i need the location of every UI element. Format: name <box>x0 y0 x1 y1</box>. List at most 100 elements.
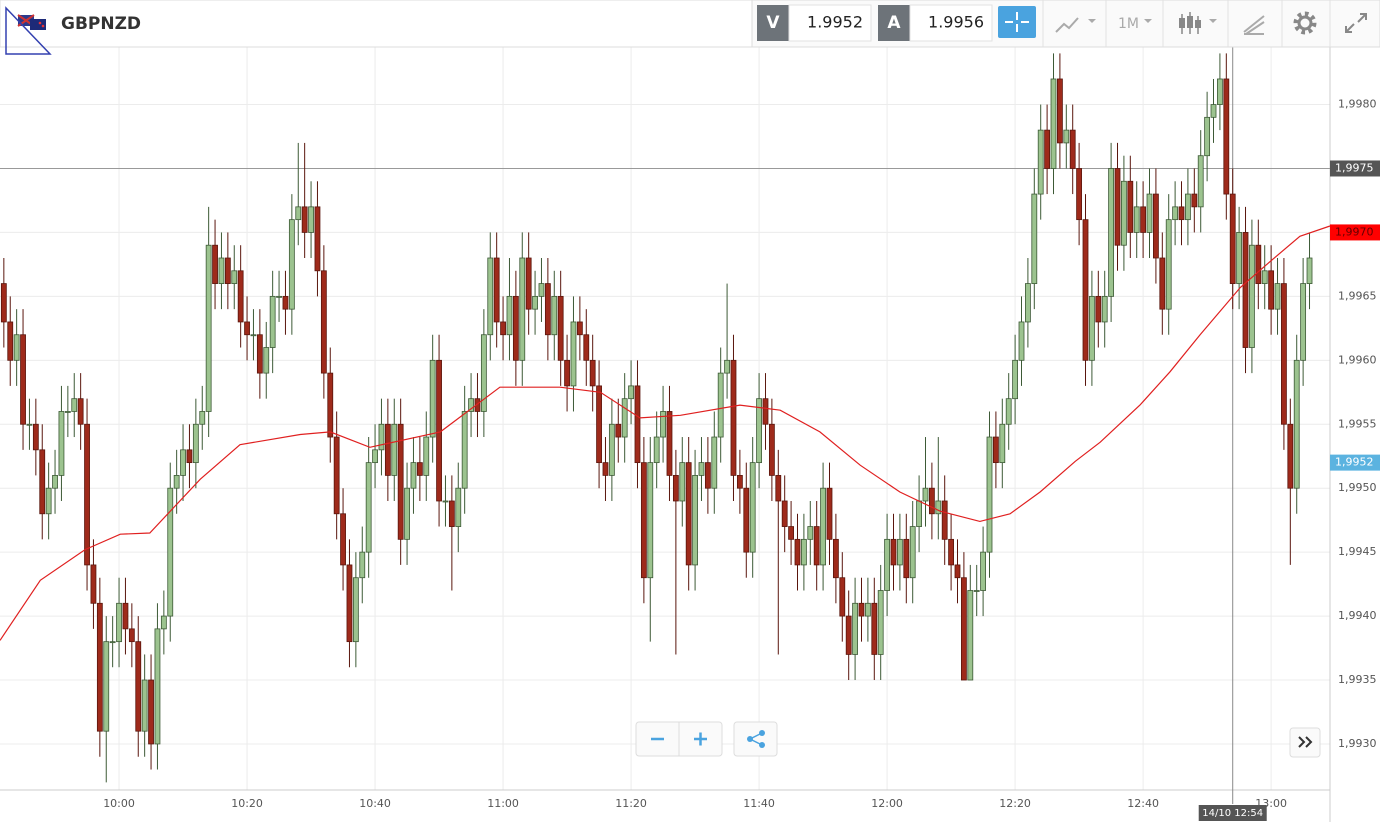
candle-body <box>1057 78 1063 144</box>
candle-body <box>877 590 884 655</box>
candle-body <box>685 462 692 566</box>
candle-body <box>1025 283 1031 323</box>
candle-body <box>1268 270 1275 310</box>
candle-body <box>1242 232 1249 348</box>
last-price-marker-label: 1,9952 <box>1335 456 1374 469</box>
dropdown-arrow <box>1144 19 1152 23</box>
candle-body <box>1249 244 1255 348</box>
y-tick-label: 1,9940 <box>1338 609 1377 622</box>
y-tick-label: 1,9930 <box>1338 737 1377 750</box>
x-tick-label: 10:00 <box>103 797 135 810</box>
candle-body <box>461 411 468 489</box>
candle-body <box>909 526 916 579</box>
candle-body <box>1197 155 1204 208</box>
candle-body <box>544 283 551 336</box>
candle-body <box>1108 168 1115 297</box>
crosshair-button[interactable] <box>998 6 1036 38</box>
candle-body <box>813 526 820 566</box>
candle-body <box>986 436 993 553</box>
candle-body <box>39 449 46 515</box>
candle-body <box>896 538 903 566</box>
candle-body <box>1223 78 1230 195</box>
sell-button[interactable] <box>757 5 789 41</box>
last-price-marker-box <box>1330 454 1380 471</box>
candle-body <box>807 526 814 540</box>
candle-body <box>756 398 762 464</box>
candle-body <box>724 359 730 374</box>
candle-body <box>154 628 161 745</box>
candle-body <box>1217 78 1223 105</box>
candle-body <box>973 590 980 592</box>
settings-button[interactable] <box>1293 11 1317 35</box>
candle-body <box>1287 423 1294 489</box>
candle-body <box>314 206 321 272</box>
candle-body <box>704 462 711 489</box>
candle-body <box>7 321 14 361</box>
candle-body <box>269 295 276 348</box>
candle-body <box>672 475 679 502</box>
candle-body <box>583 334 590 361</box>
candle-body <box>84 423 90 566</box>
timeframe[interactable]: 1M <box>1118 16 1139 32</box>
buy-price-box[interactable] <box>909 4 993 42</box>
candle-body <box>890 538 897 566</box>
buy-label: A <box>887 13 901 33</box>
candle-body <box>698 462 705 476</box>
candle-body <box>52 475 58 489</box>
dropdown-arrow <box>1209 19 1217 23</box>
candle-body <box>212 244 218 284</box>
candle-body <box>602 462 609 476</box>
candle-body <box>948 538 954 566</box>
sell-price-box[interactable] <box>788 4 872 42</box>
candle-body <box>237 270 244 323</box>
collapse-button[interactable] <box>1345 13 1367 33</box>
candle-body <box>1191 193 1198 208</box>
candle-body <box>1140 206 1147 233</box>
candle-body <box>1089 295 1095 361</box>
chart-type-button[interactable] <box>1055 17 1096 33</box>
candle-body <box>576 321 583 336</box>
candle-body <box>455 487 462 527</box>
x-tick-label: 11:20 <box>615 797 647 810</box>
candle-body <box>519 257 526 361</box>
candle-body <box>954 564 961 579</box>
candle-body <box>1044 129 1051 169</box>
candle-body <box>1031 193 1038 284</box>
candle-body <box>717 372 724 438</box>
candle-body <box>935 500 942 515</box>
moving-average <box>0 225 1331 641</box>
candle-body <box>141 679 148 732</box>
candle-body <box>928 487 935 515</box>
candle-body <box>346 564 353 643</box>
candle-body <box>589 359 596 387</box>
candle-body <box>167 487 174 617</box>
candle-body <box>1204 116 1211 157</box>
dropdown-arrow <box>1088 19 1096 23</box>
x-tick-label: 12:20 <box>999 797 1031 810</box>
buy-button[interactable] <box>878 5 910 41</box>
candle-body <box>730 359 737 476</box>
share-button[interactable] <box>733 721 778 757</box>
corner-marker <box>5 6 52 55</box>
icon <box>1179 18 1185 28</box>
candle-body <box>640 462 647 579</box>
y-tick-label: 1,9935 <box>1338 673 1377 686</box>
scroll-right-button[interactable] <box>1289 727 1321 758</box>
candle-body <box>1076 168 1083 221</box>
candle-body <box>320 270 327 374</box>
candle-body <box>615 423 622 438</box>
draw-tool-button[interactable] <box>1243 15 1265 35</box>
candle-body <box>775 475 782 502</box>
candle-body <box>263 347 270 374</box>
candle-body <box>365 462 372 553</box>
sell-price: 1.9952 <box>807 13 863 32</box>
candle-body <box>845 615 852 655</box>
candle-body <box>653 436 660 464</box>
candle-body <box>570 321 577 387</box>
candle-type-button[interactable] <box>1179 12 1217 34</box>
zoom-in-button[interactable] <box>694 732 707 746</box>
candle-body <box>660 411 666 438</box>
candle-body <box>1306 257 1313 284</box>
candle-body <box>1300 283 1307 361</box>
